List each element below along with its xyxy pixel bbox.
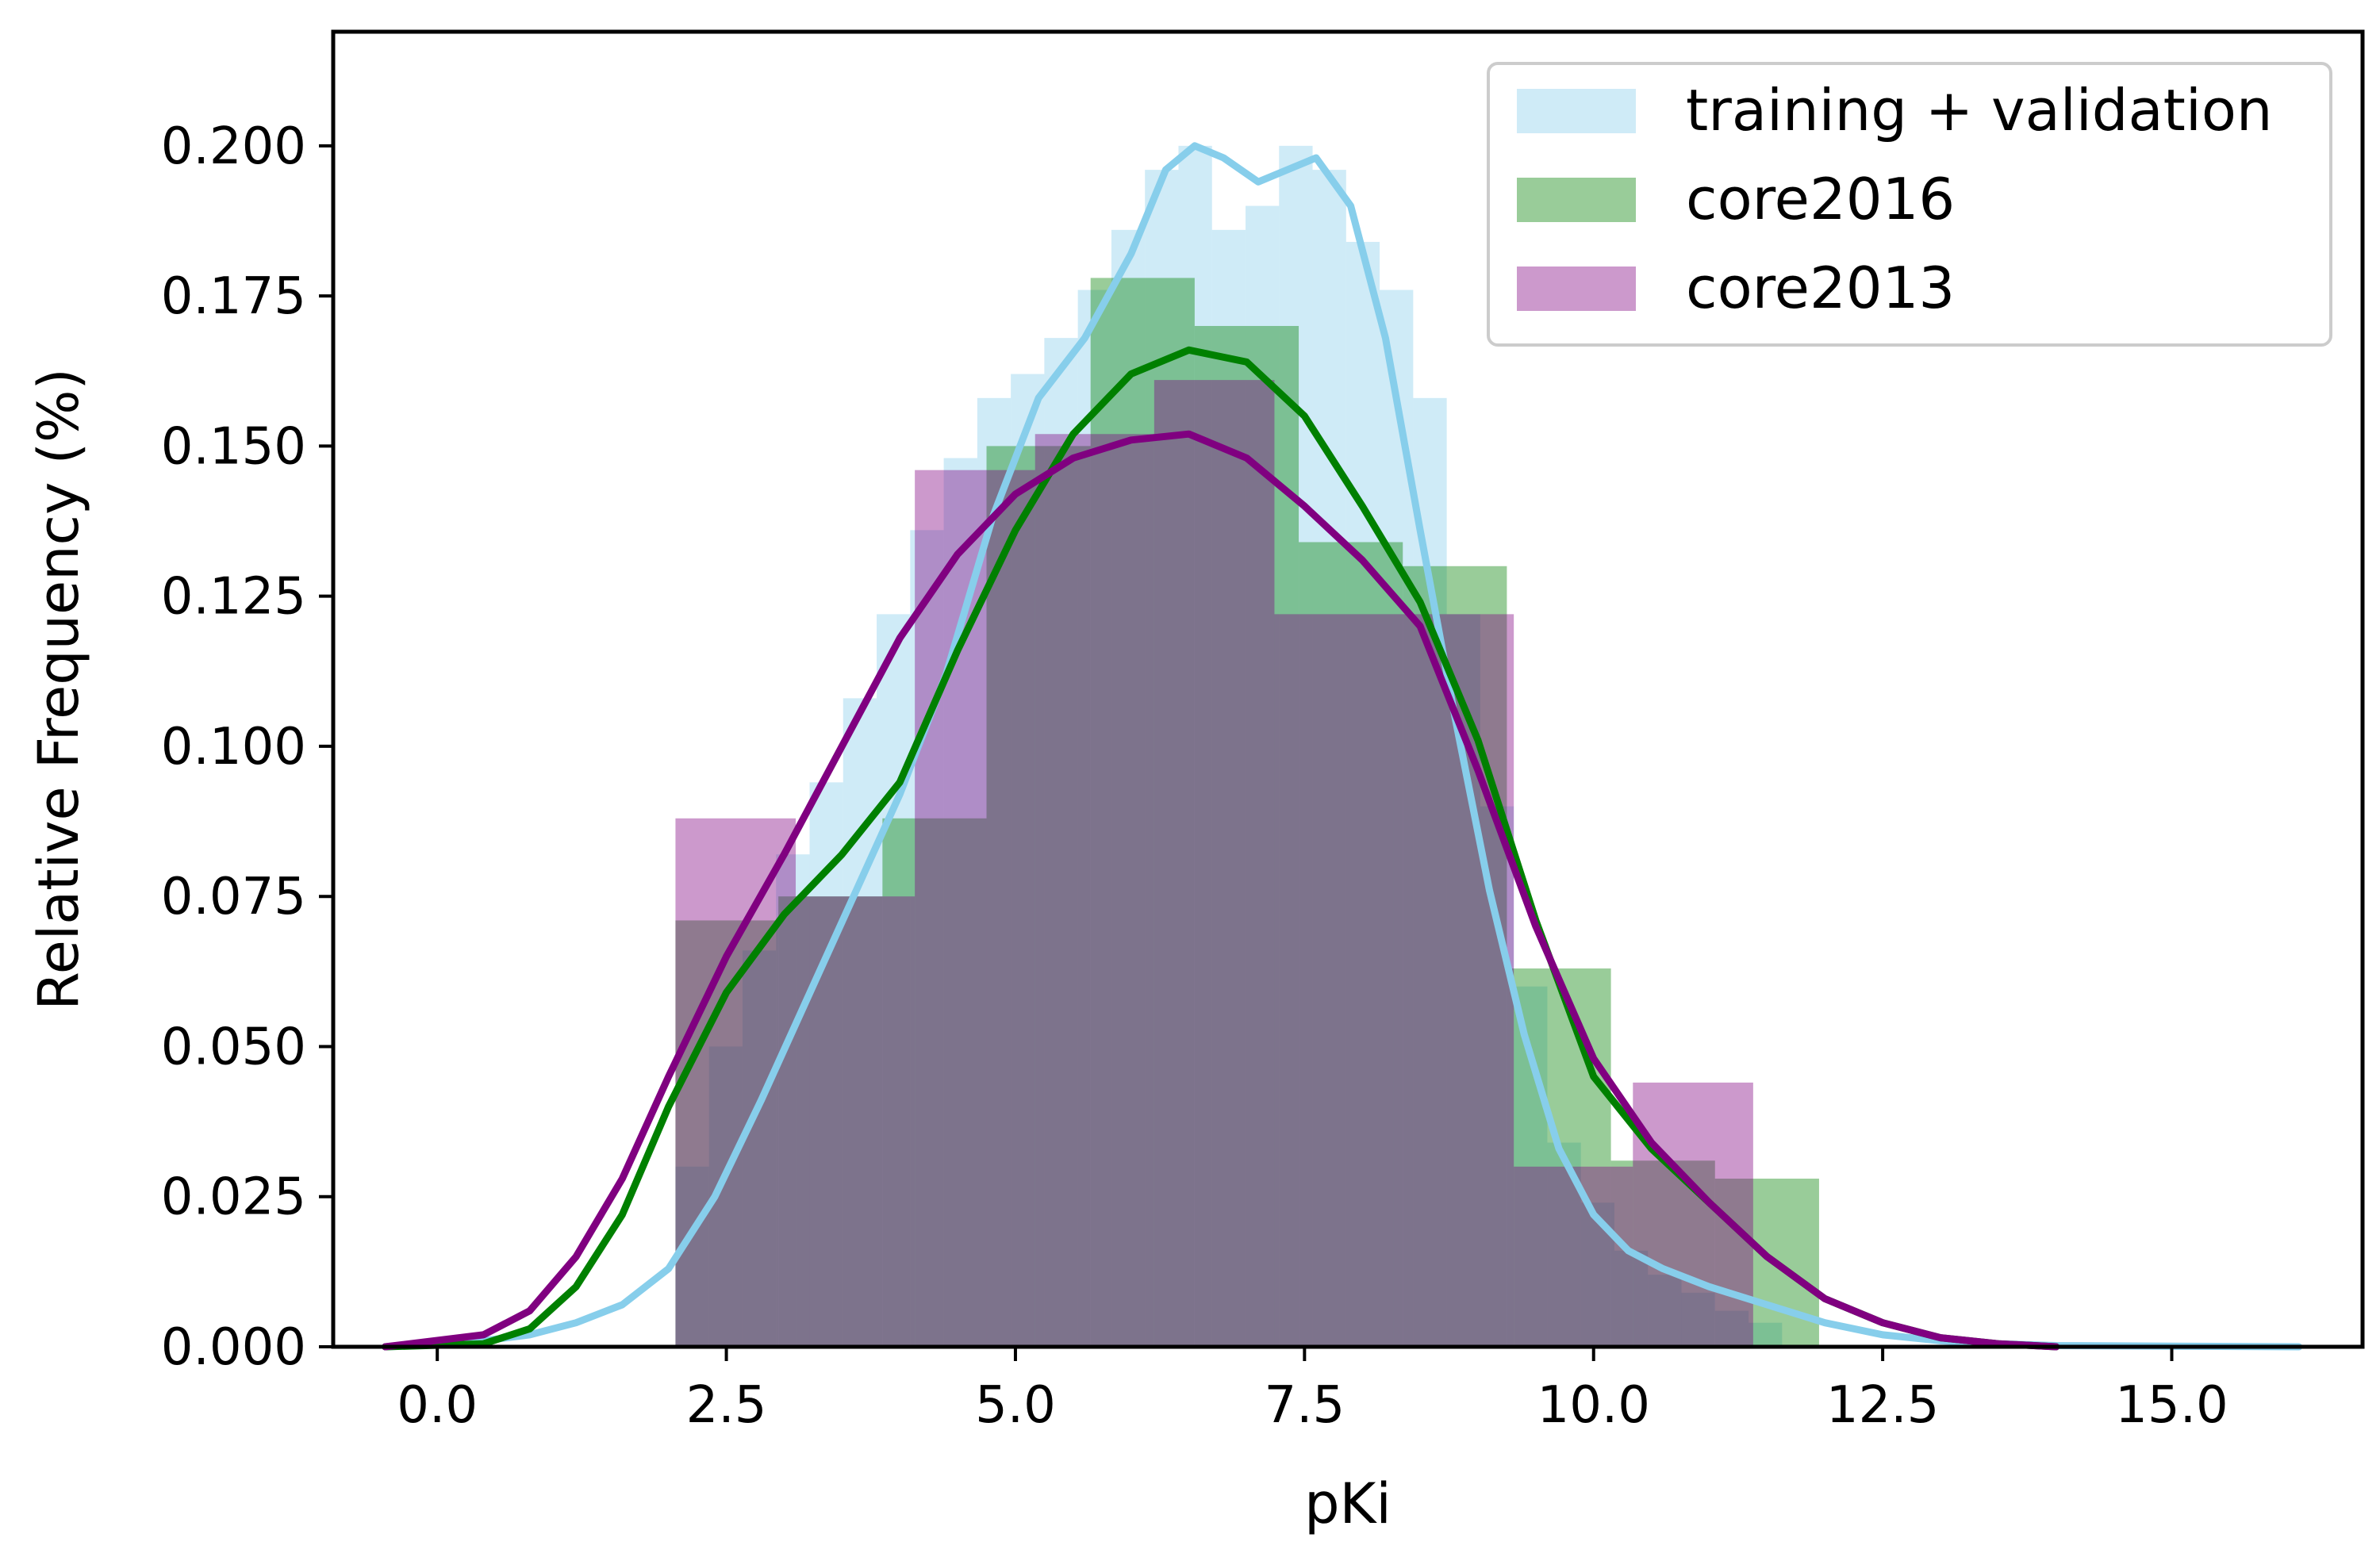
plot-frame [331,29,2365,1349]
bar-training-16 [1211,229,1246,1348]
y-tick-label: 0.100 [161,718,306,776]
bar-core2016-2 [882,818,987,1347]
x-tick-label: 12.5 [1826,1376,1940,1435]
bar-core2016-1 [778,896,883,1347]
bar-training-5 [843,698,877,1347]
y-tick-label: 0.075 [161,868,306,926]
bar-training-4 [809,782,843,1347]
bar-core2013-2 [915,470,1035,1347]
bar-core2013-1 [796,896,916,1347]
bar-core2016-3 [986,446,1091,1347]
bar-training-15 [1178,145,1212,1348]
kde-curves [382,142,2303,1351]
legend-swatch-core2013 [1517,267,1636,311]
bar-training-3 [776,854,810,1347]
x-tick-label: 5.0 [975,1376,1056,1435]
bar-training-19 [1312,170,1346,1348]
y-tick-label: 0.025 [161,1168,306,1227]
bar-core2016-6 [1299,542,1403,1347]
bar-training-24 [1480,806,1514,1347]
bar-core2016-5 [1194,325,1299,1348]
y-tick-label: 0.175 [161,267,306,326]
bar-core2013-7 [1514,1166,1633,1347]
legend-box [1487,62,2332,347]
bar-core2013-4 [1154,380,1275,1348]
bar-training-2 [742,950,777,1347]
y-axis-ticks: 0.000 0.025 0.050 0.075 0.100 0.125 0.150 0.175… [161,117,333,1377]
bar-core2016-7 [1403,566,1507,1347]
legend-label-core2016: core2016 [1686,166,1955,232]
bar-core2016-4 [1090,278,1195,1347]
legend: training + validation core2016 core2013 [1487,62,2332,347]
bar-training-12 [1077,290,1111,1348]
bar-core2013-0 [675,818,797,1347]
bar-training-0 [675,1166,709,1347]
bar-training-31 [1714,1310,1749,1347]
legend-label-training: training + validation [1686,77,2273,144]
bar-core2013-6 [1393,614,1514,1347]
bar-training-28 [1614,1250,1649,1347]
bar-core2013-8 [1633,1082,1753,1347]
bar-training-18 [1279,145,1313,1348]
bar-core2013-3 [1035,434,1154,1348]
x-axis-title: pKi [1304,1471,1392,1536]
x-tick-label: 7.5 [1264,1376,1345,1435]
y-tick-label: 0.150 [161,417,306,476]
bar-training-29 [1648,1275,1682,1347]
legend-swatch-training [1517,89,1636,133]
y-tick-label: 0.200 [161,117,306,176]
bar-training-13 [1111,229,1146,1348]
x-axis-ticks: 0.0 2.5 5.0 7.5 10.0 12.5 15.0 [397,1347,2228,1435]
bar-training-32 [1749,1322,1783,1347]
bar-training-8 [943,458,977,1347]
x-tick-label: 10.0 [1537,1376,1650,1435]
kde-line-core2013 [382,430,2060,1351]
y-axis-title: Relative Frequency (%) [26,368,91,1010]
bar-training-30 [1681,1292,1715,1347]
bar-core2013-5 [1274,614,1394,1347]
bar-training-7 [910,530,944,1347]
bar-training-11 [1044,338,1078,1347]
legend-label-core2013: core2013 [1686,255,1955,321]
bar-training-20 [1345,241,1380,1347]
y-tick-label: 0.000 [161,1318,306,1377]
y-tick-label: 0.050 [161,1018,306,1076]
x-tick-label: 2.5 [686,1376,767,1435]
bar-training-22 [1413,397,1447,1347]
y-tick-label: 0.125 [161,568,306,627]
x-tick-label: 15.0 [2115,1376,2228,1435]
legend-swatch-core2016 [1517,178,1636,222]
x-tick-label: 0.0 [397,1376,478,1435]
kde-line-training [382,142,2303,1351]
bar-training-17 [1246,205,1280,1348]
bar-training-6 [877,614,911,1347]
